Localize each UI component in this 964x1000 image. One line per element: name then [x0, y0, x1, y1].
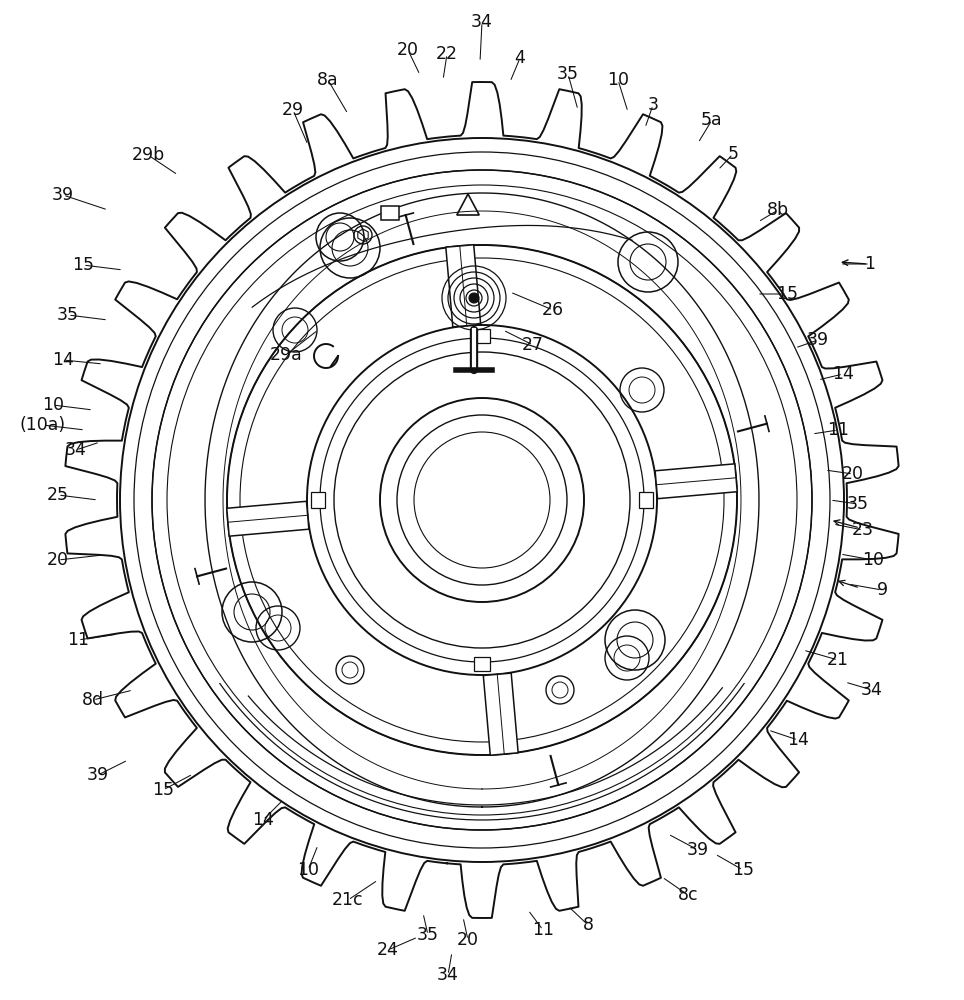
Text: 14: 14	[787, 731, 809, 749]
Text: 5: 5	[728, 145, 738, 163]
Text: 39: 39	[807, 331, 829, 349]
Text: 21c: 21c	[333, 891, 363, 909]
Text: 27: 27	[522, 336, 544, 354]
Text: 20: 20	[397, 41, 419, 59]
Text: 20: 20	[842, 465, 864, 483]
Text: 34: 34	[65, 441, 87, 459]
Text: 35: 35	[417, 926, 439, 944]
Text: 10: 10	[607, 71, 629, 89]
Polygon shape	[639, 492, 653, 508]
Text: 34: 34	[471, 13, 493, 31]
Polygon shape	[227, 501, 308, 536]
Text: 11: 11	[827, 421, 849, 439]
Text: 23: 23	[852, 521, 874, 539]
Text: 39: 39	[687, 841, 710, 859]
Text: 14: 14	[252, 811, 274, 829]
Text: 11: 11	[67, 631, 89, 649]
Text: 8b: 8b	[767, 201, 790, 219]
Text: 8a: 8a	[317, 71, 338, 89]
Text: 8: 8	[582, 916, 594, 934]
Bar	[381, 206, 399, 220]
Text: 14: 14	[832, 365, 854, 383]
Text: 34: 34	[861, 681, 883, 699]
Text: 35: 35	[847, 495, 869, 513]
Text: 10: 10	[42, 396, 64, 414]
Text: 15: 15	[152, 781, 174, 799]
Text: 29a: 29a	[270, 346, 303, 364]
Text: 10: 10	[297, 861, 319, 879]
Text: 22: 22	[436, 45, 458, 63]
Text: 9: 9	[876, 581, 888, 599]
Text: 1: 1	[865, 255, 875, 273]
Polygon shape	[474, 657, 490, 671]
Polygon shape	[483, 673, 519, 755]
Text: 15: 15	[72, 256, 94, 274]
Text: (10a): (10a)	[20, 416, 67, 434]
Text: 15: 15	[732, 861, 754, 879]
Text: 8d: 8d	[82, 691, 104, 709]
Text: 8c: 8c	[678, 886, 698, 904]
Text: 5a: 5a	[701, 111, 723, 129]
Text: 34: 34	[437, 966, 459, 984]
Text: 39: 39	[87, 766, 109, 784]
Text: 29b: 29b	[131, 146, 165, 164]
Text: 21: 21	[827, 651, 849, 669]
Text: 20: 20	[457, 931, 479, 949]
Text: 4: 4	[515, 49, 525, 67]
Polygon shape	[474, 329, 490, 343]
Polygon shape	[311, 492, 325, 508]
Text: 35: 35	[557, 65, 579, 83]
Text: 24: 24	[377, 941, 399, 959]
Polygon shape	[445, 245, 481, 327]
Text: 14: 14	[52, 351, 74, 369]
Polygon shape	[656, 464, 737, 499]
Text: 15: 15	[776, 285, 798, 303]
Circle shape	[469, 293, 479, 303]
Text: 10: 10	[862, 551, 884, 569]
Text: 25: 25	[47, 486, 69, 504]
Text: 20: 20	[47, 551, 69, 569]
Text: 39: 39	[52, 186, 74, 204]
Text: 26: 26	[542, 301, 564, 319]
Text: 11: 11	[532, 921, 554, 939]
Text: 3: 3	[648, 96, 658, 114]
Text: 35: 35	[57, 306, 79, 324]
Text: 29: 29	[281, 101, 304, 119]
